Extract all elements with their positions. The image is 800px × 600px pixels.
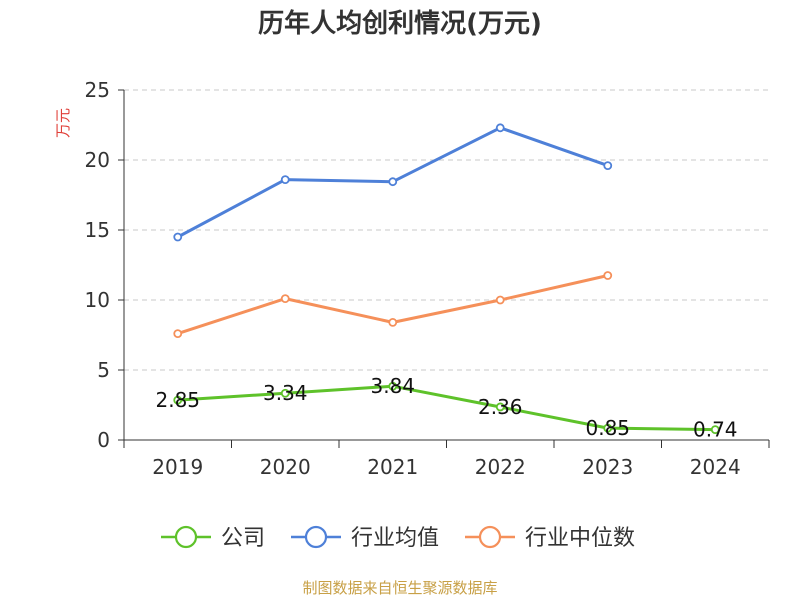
legend-label: 行业均值: [351, 526, 439, 551]
legend-item[interactable]: 行业中位数: [465, 525, 635, 551]
data-label: 0.74: [693, 418, 738, 442]
data-label: 3.34: [263, 381, 308, 405]
x-tick-label: 2021: [367, 455, 418, 479]
x-tick-label: 2024: [690, 455, 741, 479]
legend-label: 行业中位数: [525, 526, 635, 551]
data-point: [495, 123, 505, 133]
y-tick-label: 15: [85, 218, 110, 242]
y-axis-label: 万元: [54, 108, 72, 138]
data-label: 3.84: [370, 374, 415, 398]
data-point: [280, 388, 290, 398]
data-point: [388, 177, 398, 187]
data-point: [280, 294, 290, 304]
series-lines: [173, 123, 720, 435]
data-point: [388, 381, 398, 391]
data-point: [603, 161, 613, 171]
y-tick-label: 10: [85, 288, 110, 312]
data-point: [280, 175, 290, 185]
data-point: [495, 295, 505, 305]
legend-marker: [174, 525, 198, 549]
data-point: [603, 423, 613, 433]
data-point: [173, 395, 183, 405]
legend-marker: [478, 525, 502, 549]
data-point: [388, 317, 398, 327]
y-tick-label: 0: [97, 428, 110, 452]
source-note: 制图数据来自恒生聚源数据库: [302, 579, 498, 597]
x-tick-label: 2023: [582, 455, 633, 479]
data-point: [495, 402, 505, 412]
y-tick-label: 25: [85, 78, 110, 102]
y-tick-label: 5: [97, 358, 110, 382]
data-point: [710, 425, 720, 435]
legend-item[interactable]: 公司: [161, 525, 265, 551]
chart-title: 历年人均创利情况(万元): [258, 9, 542, 39]
axes: 0 5 10 15 20 25 2019 2020 2021 2022 2023 2024: [85, 78, 770, 479]
grid-lines: [124, 89, 769, 371]
x-tick-label: 2020: [260, 455, 311, 479]
data-label: 0.85: [585, 416, 630, 440]
legend-marker: [304, 525, 328, 549]
data-label: 2.85: [155, 388, 200, 412]
data-labels: 2.85 3.34 3.84 2.36 0.85 0.74: [155, 374, 737, 441]
y-tick-label: 20: [85, 148, 110, 172]
data-point: [173, 232, 183, 242]
data-label: 2.36: [478, 395, 523, 419]
x-tick-label: 2019: [152, 455, 203, 479]
data-point: [173, 329, 183, 339]
data-point: [603, 271, 613, 280]
x-tick-label: 2022: [475, 455, 526, 479]
legend-item[interactable]: 行业均值: [291, 525, 439, 551]
series-line: [176, 384, 717, 432]
legend[interactable]: 公司 行业均值 行业中位数: [161, 525, 635, 551]
legend-label: 公司: [221, 526, 265, 551]
